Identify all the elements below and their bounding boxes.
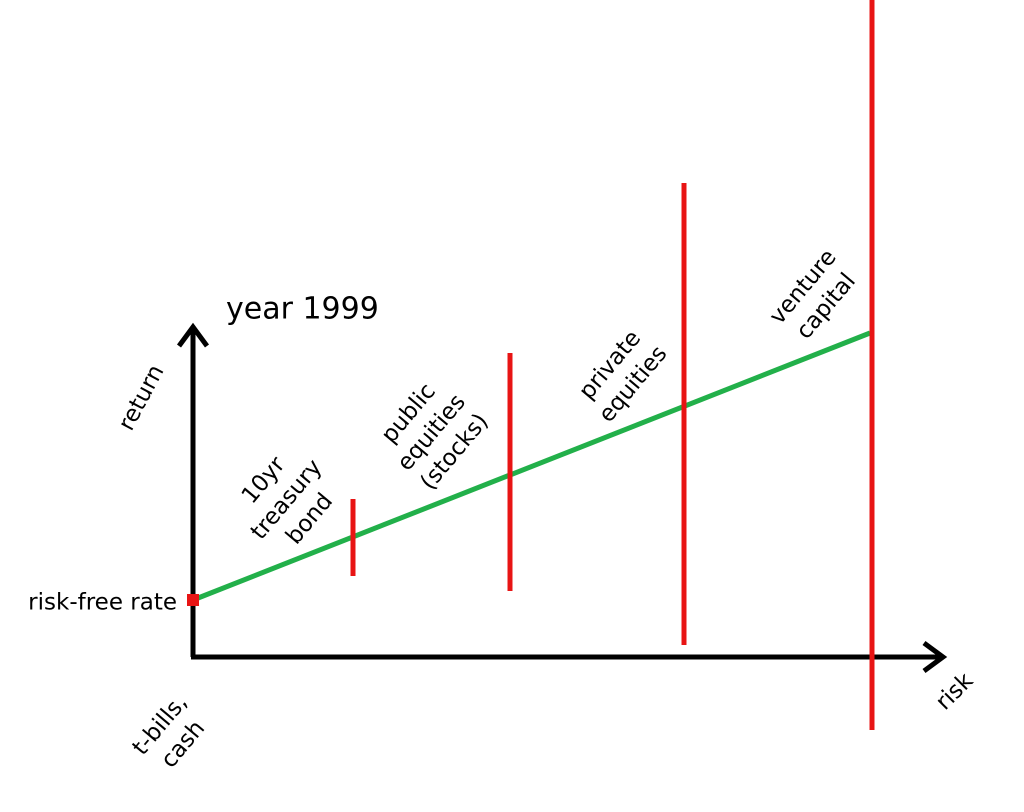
risk-free-label: risk-free rate <box>28 590 177 616</box>
origin-label: t-bills, cash <box>128 690 211 773</box>
title: year 1999 <box>226 292 379 327</box>
risk-free-marker <box>187 594 199 606</box>
asset-label: public equities (stocks) <box>376 379 493 496</box>
x-axis-label: risk <box>931 667 979 715</box>
asset-label: private equities <box>574 326 672 428</box>
y-axis-label: return <box>114 361 170 435</box>
x-axis-arrow <box>922 640 948 674</box>
return-line <box>192 330 871 603</box>
asset-label: venture capital <box>765 245 861 345</box>
y-axis-arrow <box>176 322 210 348</box>
